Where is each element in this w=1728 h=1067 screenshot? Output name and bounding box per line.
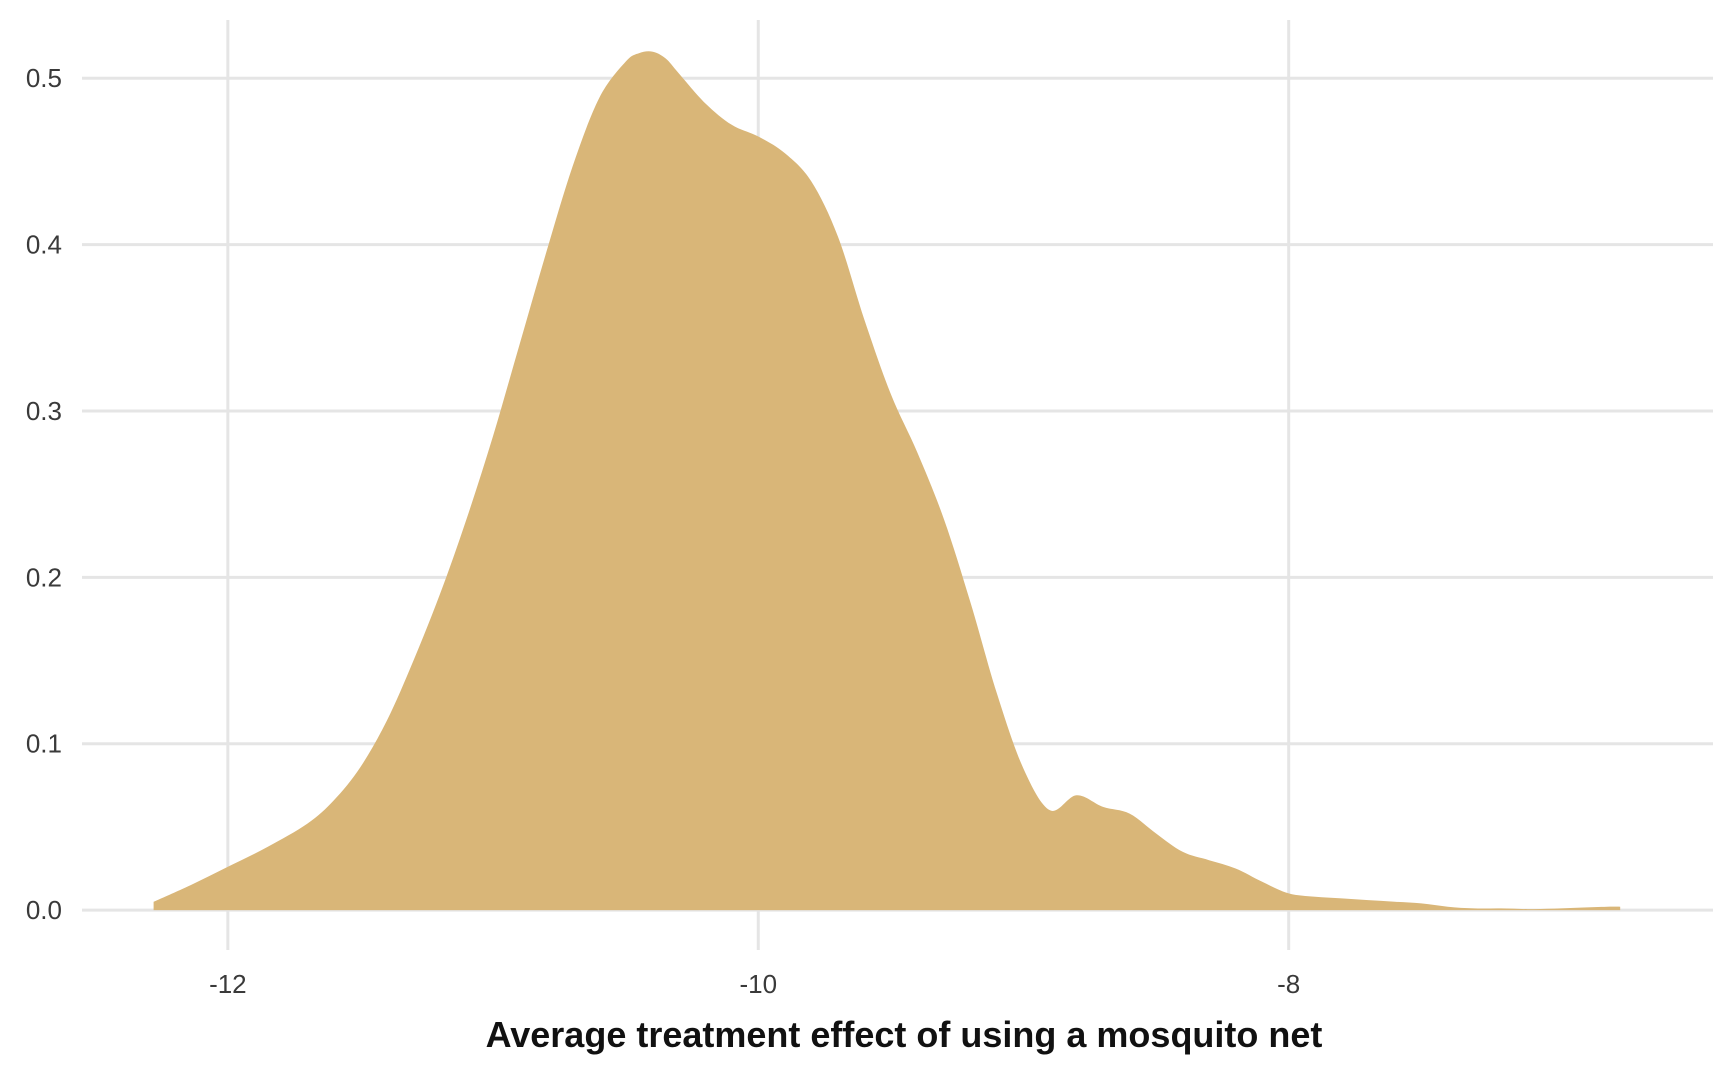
x-tick-label: -12 [209, 969, 247, 999]
y-tick-label: 0.0 [26, 895, 62, 925]
density-area-layer [153, 51, 1621, 911]
x-axis-title: Average treatment effect of using a mosq… [486, 1014, 1323, 1055]
x-tick-label: -8 [1277, 969, 1300, 999]
y-axis-tick-labels: 0.0 0.1 0.2 0.3 0.4 0.5 [26, 63, 62, 925]
y-tick-label: 0.5 [26, 63, 62, 93]
y-tick-label: 0.3 [26, 396, 62, 426]
x-tick-label: -10 [739, 969, 777, 999]
x-axis-tick-labels: -12 -10 -8 [209, 969, 1300, 999]
y-tick-label: 0.1 [26, 729, 62, 759]
density-area [153, 51, 1621, 911]
y-tick-label: 0.2 [26, 562, 62, 592]
y-tick-label: 0.4 [26, 230, 62, 260]
